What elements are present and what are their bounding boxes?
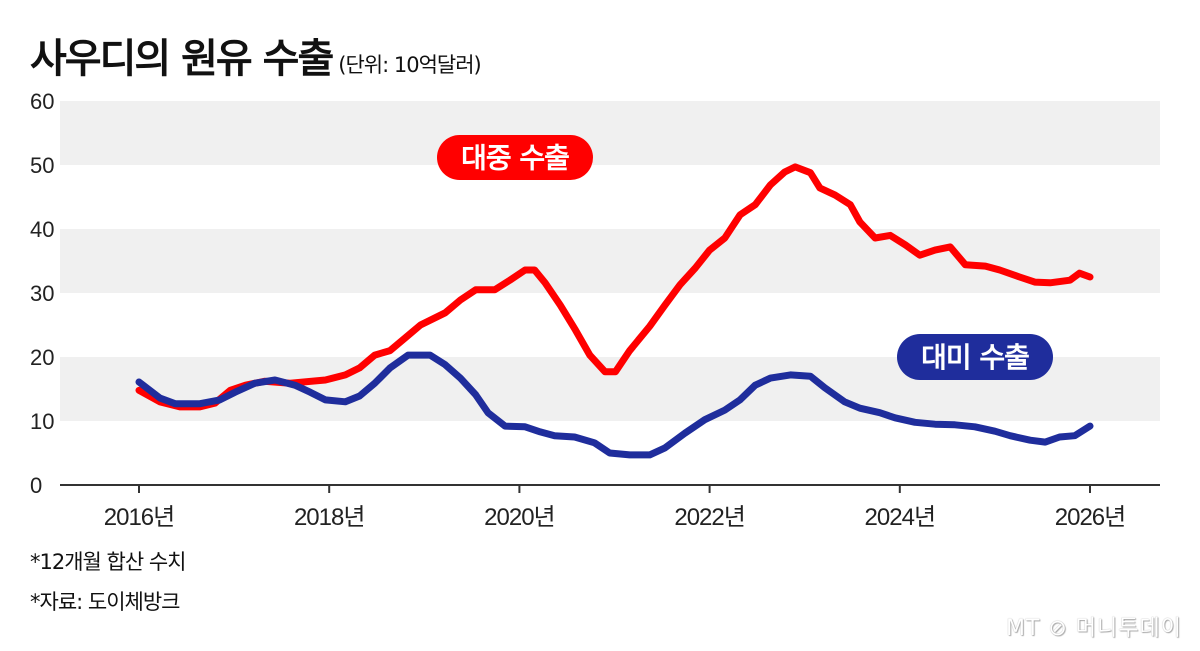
y-tick-label: 40 xyxy=(30,217,54,242)
legend-pill xyxy=(437,135,593,180)
x-tick-label: 2020년 xyxy=(484,504,554,531)
title-text: 사우디의 원유 수출 xyxy=(30,36,334,82)
y-tick-label: 20 xyxy=(30,345,54,370)
x-tick-label: 2016년 xyxy=(104,504,174,531)
legend-label: 대미 수출 xyxy=(921,341,1029,374)
chart-title: 사우디의 원유 수출 (단위: 10억달러) xyxy=(30,26,482,84)
x-tick-label: 2026년 xyxy=(1055,504,1125,531)
x-tick-label: 2022년 xyxy=(674,504,744,531)
unit-label: (단위: 10억달러) xyxy=(338,53,481,77)
y-tick-label: 10 xyxy=(30,409,54,434)
y-tick-label: 30 xyxy=(30,281,54,306)
y-tick-label: 60 xyxy=(30,89,54,114)
logo: MT ⊘ 머니투데이 xyxy=(1005,616,1182,641)
series-line-us xyxy=(135,351,1094,459)
note-sum: *12개월 합산 수치 xyxy=(30,550,186,574)
note-source: *자료: 도이체방크 xyxy=(30,590,180,614)
series-line-china xyxy=(135,163,1094,411)
grid-band xyxy=(60,229,1160,293)
legend-label: 대중 수출 xyxy=(461,142,569,175)
legend-pill xyxy=(897,334,1053,380)
y-tick-label: 50 xyxy=(30,153,54,178)
x-tick-label: 2018년 xyxy=(294,504,364,531)
grid-band xyxy=(60,101,1160,165)
x-tick-label: 2024년 xyxy=(865,504,935,531)
y-tick-label: 0 xyxy=(30,473,42,498)
